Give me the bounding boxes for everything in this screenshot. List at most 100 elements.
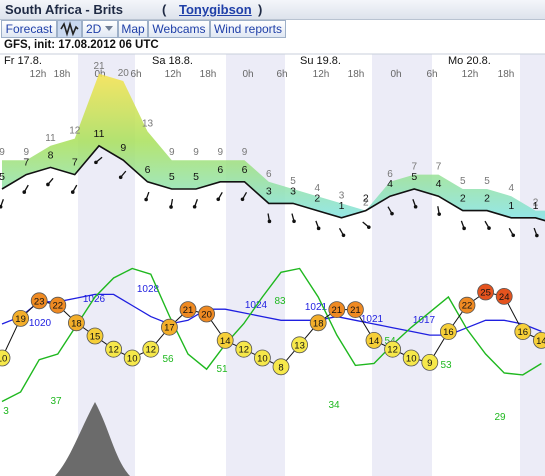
temperature-label: 20	[201, 310, 212, 321]
gust-label: 20	[118, 68, 130, 79]
temperature-point	[160, 318, 178, 336]
paren-close: )	[258, 2, 263, 17]
night-band	[520, 54, 545, 476]
wind-arrow-head	[267, 219, 272, 224]
temperature-label: 18	[313, 318, 324, 329]
humidity-label: 53	[440, 360, 452, 371]
temperature-point	[0, 349, 11, 367]
wind-arrow-head	[169, 205, 173, 209]
gust-label: 9	[217, 147, 223, 158]
wind-speed-label: 6	[145, 164, 151, 176]
wind-speed-label: 6	[217, 164, 223, 176]
night-band	[226, 54, 285, 476]
wind-speed-label: 2	[363, 193, 369, 205]
temperature-label: 24	[499, 292, 510, 303]
temperature-point	[495, 287, 513, 305]
temperature-point	[272, 358, 290, 376]
hour-label: 18h	[498, 69, 515, 80]
temperature-point	[384, 340, 402, 358]
temperature-label: 14	[369, 336, 380, 347]
gust-label: 6	[266, 169, 272, 180]
tab-wind-reports-label: Wind reports	[213, 22, 283, 36]
wind-arrow-head	[144, 197, 148, 202]
night-band	[372, 54, 432, 476]
temperature-label: 10	[127, 354, 138, 365]
pressure-label: 1026	[83, 294, 106, 305]
chevron-down-icon	[105, 26, 113, 31]
temperature-label: 16	[518, 327, 529, 338]
user-link[interactable]: Tonygibson	[179, 2, 252, 17]
day-label: Su 19.8.	[300, 55, 341, 67]
tab-webcams-label: Webcams	[152, 22, 206, 36]
temperature-point	[86, 327, 104, 345]
tab-wave[interactable]	[57, 20, 82, 38]
pressure-label: 1017	[413, 315, 436, 326]
humidity-label: 3	[3, 406, 9, 417]
gust-label: 13	[142, 118, 154, 129]
wind-arrow-head	[240, 197, 245, 202]
tab-forecast-label: Forecast	[5, 22, 53, 36]
tab-map-label: Map	[121, 22, 145, 36]
title-bar: South Africa - Brits ( Tonygibson )	[0, 0, 545, 20]
hour-label: 12h	[165, 69, 182, 80]
tab-webcams[interactable]: Webcams	[148, 20, 210, 38]
temperature-point	[123, 349, 141, 367]
day-label: Fr 17.8.	[4, 55, 42, 67]
hour-label: 12h	[313, 69, 330, 80]
wind-speed-label: 1	[508, 200, 514, 212]
gust-label: 21	[93, 61, 105, 72]
wind-arrow-head	[0, 204, 3, 209]
wind-speed-label: 8	[48, 149, 54, 161]
temperature-label: 15	[90, 332, 101, 343]
humidity-label: 83	[274, 296, 286, 307]
temperature-point	[533, 332, 545, 349]
wind-speed-label: 5	[169, 171, 175, 183]
humidity-label: 34	[328, 400, 340, 411]
gust-label: 5	[290, 176, 296, 187]
gust-label: 3	[339, 190, 345, 201]
wind-arrow-head	[192, 204, 197, 209]
hour-label: 6h	[276, 69, 287, 80]
gust-label: 2	[533, 198, 539, 209]
gust-label: 4	[508, 183, 514, 194]
tab-map[interactable]: Map	[118, 20, 148, 38]
wind-arrow-head	[367, 225, 371, 229]
temperature-label: 21	[332, 305, 343, 316]
humidity-label: 56	[162, 354, 174, 365]
wave-icon	[60, 21, 79, 37]
hour-label: 18h	[54, 69, 71, 80]
wind-arrow-head	[216, 197, 221, 202]
temperature-label: 25	[480, 288, 491, 299]
wind-speed-label: 5	[411, 171, 417, 183]
temperature-label: 12	[108, 345, 119, 356]
tab-forecast[interactable]: Forecast	[1, 20, 57, 38]
temperature-label: 16	[443, 327, 454, 338]
gust-label: 4	[314, 183, 320, 194]
hour-label: 0h	[242, 69, 253, 80]
wind-speed-label: 9	[120, 142, 126, 154]
tab-2d-label: 2D	[86, 22, 102, 36]
temperature-label: 17	[164, 323, 175, 334]
wind-speed-label: 1	[339, 200, 345, 212]
temperature-point	[253, 349, 271, 367]
gust-label: 9	[23, 147, 29, 158]
temperature-point	[235, 340, 253, 358]
temperature-point	[142, 340, 160, 358]
hour-label: 0h	[390, 69, 401, 80]
tab-wind-reports[interactable]: Wind reports	[210, 20, 286, 38]
wind-gust-area	[2, 73, 545, 221]
model-init-text: GFS, init: 17.08.2012 06 UTC	[4, 39, 159, 51]
gust-label: 2	[363, 198, 369, 209]
pressure-label: 1021	[361, 314, 384, 325]
wind-arrow-head	[487, 226, 491, 230]
wind-arrow-head	[316, 226, 321, 231]
temperature-label: 9	[427, 358, 432, 369]
hour-label: 18h	[200, 69, 217, 80]
wind-speed-label: 7	[72, 157, 78, 169]
day-label: Sa 18.8.	[152, 55, 193, 67]
wind-arrow-head	[341, 233, 346, 238]
tab-2d[interactable]: 2D	[82, 20, 118, 38]
temperature-point	[30, 292, 48, 310]
temperature-point	[328, 301, 346, 319]
humidity-line	[1, 267, 542, 403]
